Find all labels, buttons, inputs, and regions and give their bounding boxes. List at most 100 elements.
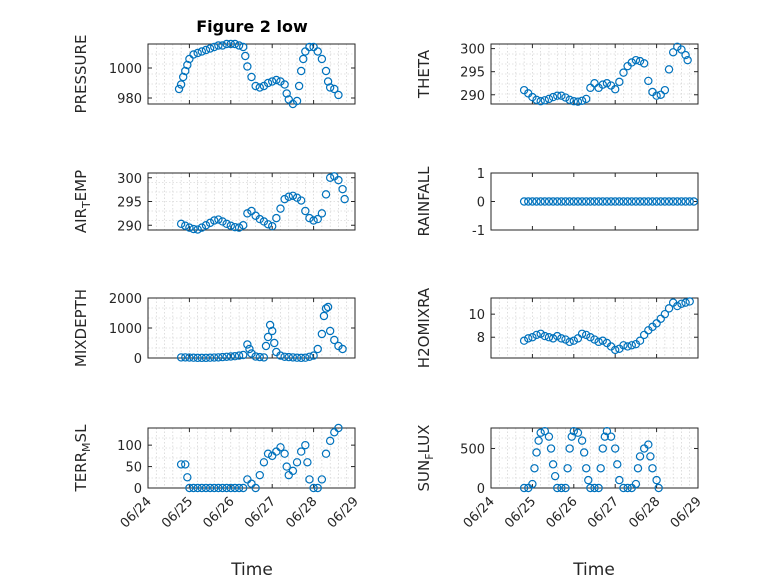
data-point: [577, 436, 587, 445]
data-point: [325, 436, 335, 446]
data-point: [565, 95, 574, 105]
data-point: [263, 220, 273, 229]
data-point: [268, 326, 277, 336]
data-point: [288, 191, 298, 200]
data-point: [639, 444, 649, 453]
data-point: [243, 209, 252, 218]
y-axis-label-subscript: T: [80, 201, 93, 209]
data-point: [590, 197, 599, 206]
data-point: [613, 460, 622, 469]
data-point: [615, 197, 624, 206]
data-point: [265, 320, 275, 330]
data-point: [598, 336, 607, 345]
data-point: [309, 483, 318, 493]
data-point: [201, 353, 211, 363]
data-point: [569, 97, 579, 106]
data-point: [532, 197, 541, 206]
data-point: [296, 196, 306, 205]
data-point: [548, 197, 558, 206]
data-point: [214, 41, 223, 50]
data-point: [325, 326, 335, 336]
data-point: [569, 336, 579, 345]
y-tick-label: 10: [468, 308, 485, 323]
data-point: [282, 462, 291, 471]
data-point: [189, 224, 198, 234]
data-point: [301, 440, 310, 450]
data-point: [565, 444, 574, 453]
data-point: [582, 464, 591, 473]
data-point: [234, 351, 244, 360]
data-point: [280, 80, 289, 89]
x-tick-label: 06/28: [626, 494, 663, 531]
y-axis-label-part: SL: [72, 424, 90, 443]
data-point: [321, 304, 331, 313]
data-point: [321, 66, 331, 76]
y-axis-label-part: EMP: [72, 170, 90, 201]
data-point: [540, 426, 550, 436]
y-tick-label: 300: [117, 172, 142, 187]
data-point: [524, 334, 533, 343]
data-point: [189, 353, 198, 362]
data-point: [519, 197, 529, 206]
data-point: [185, 353, 194, 362]
data-point: [528, 479, 537, 489]
data-point: [313, 214, 322, 224]
data-point: [615, 475, 624, 485]
data-point: [234, 223, 244, 232]
subplot-8: 06/24 06/25 06/26 06/27 06/28 06/29 0 500 SUNFLU…: [415, 425, 705, 532]
data-point: [288, 466, 298, 476]
data-point: [313, 483, 322, 493]
data-point: [263, 449, 273, 458]
data-point: [205, 353, 215, 362]
data-point: [325, 173, 335, 182]
data-point: [532, 330, 541, 340]
y-tick-label: 500: [460, 443, 485, 458]
data-point: [639, 59, 649, 68]
data-point: [656, 197, 665, 206]
data-point: [519, 483, 529, 493]
data-point: [183, 473, 192, 482]
data-point: [673, 42, 682, 51]
data-point: [577, 197, 587, 206]
y-tick-label: 50: [125, 461, 142, 476]
data-point: [197, 223, 207, 232]
data-point: [536, 329, 545, 338]
data-point: [594, 483, 603, 493]
data-point: [214, 215, 223, 224]
data-point: [239, 483, 248, 493]
data-point: [181, 66, 190, 76]
data-point: [255, 352, 264, 362]
data-point: [635, 56, 645, 66]
data-point: [635, 197, 645, 206]
data-point: [292, 458, 302, 467]
data-point: [276, 204, 285, 213]
data-point: [197, 47, 207, 56]
data-point: [519, 336, 529, 345]
data-point: [598, 197, 607, 206]
data-point: [586, 83, 595, 93]
data-point: [309, 351, 318, 360]
data-point: [660, 309, 670, 319]
data-point: [631, 479, 641, 489]
data-point: [251, 483, 260, 493]
data-point: [205, 44, 215, 53]
data-point: [623, 342, 632, 351]
y-axis-label-part: LUX: [415, 425, 433, 454]
data-point: [234, 41, 244, 50]
data-point: [247, 479, 256, 488]
data-point: [654, 483, 663, 493]
data-point: [197, 353, 207, 363]
data-point: [210, 42, 219, 52]
data-point: [544, 333, 554, 342]
data-point: [553, 197, 562, 206]
data-point: [261, 341, 271, 351]
data-point: [548, 92, 558, 102]
data-point: [296, 353, 306, 363]
data-point: [230, 352, 240, 361]
data-point: [648, 197, 657, 206]
y-tick-label: 1000: [109, 322, 142, 337]
data-point: [561, 335, 570, 344]
data-point: [317, 329, 327, 339]
data-point: [602, 426, 612, 436]
y-axis-label-part: RAINFALL: [415, 166, 433, 237]
